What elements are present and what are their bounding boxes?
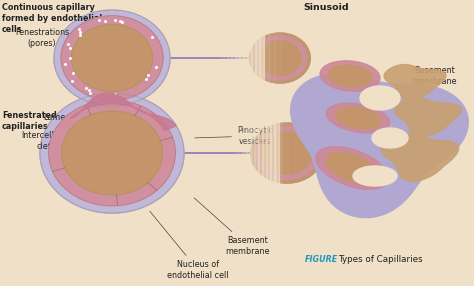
Polygon shape xyxy=(353,166,397,186)
Text: Sinusoid: Sinusoid xyxy=(303,3,348,12)
Bar xyxy=(274,32,281,84)
Polygon shape xyxy=(382,133,459,182)
Polygon shape xyxy=(40,153,323,213)
Bar xyxy=(219,13,224,103)
Bar xyxy=(254,98,259,208)
Polygon shape xyxy=(316,147,388,189)
Bar xyxy=(250,98,255,208)
Bar xyxy=(231,13,236,103)
Bar xyxy=(268,32,275,84)
Text: Basement
membrane: Basement membrane xyxy=(407,66,457,102)
Bar xyxy=(274,98,279,208)
Bar xyxy=(263,122,270,184)
Bar xyxy=(238,32,245,84)
Polygon shape xyxy=(291,74,468,218)
Bar xyxy=(280,32,287,84)
Bar xyxy=(251,13,256,103)
Polygon shape xyxy=(40,93,184,213)
Bar xyxy=(269,122,276,184)
Text: Fenestrated
capillaries: Fenestrated capillaries xyxy=(2,111,57,131)
Bar xyxy=(262,32,269,84)
Polygon shape xyxy=(61,16,163,100)
Polygon shape xyxy=(54,10,170,106)
Polygon shape xyxy=(395,98,461,137)
Text: Nucleus of
endothelial cell: Nucleus of endothelial cell xyxy=(150,211,229,280)
Polygon shape xyxy=(54,10,310,58)
Bar xyxy=(251,122,258,184)
Bar xyxy=(244,32,251,84)
Bar xyxy=(270,98,275,208)
Text: Intercellular
cleft: Intercellular cleft xyxy=(21,131,105,155)
Bar xyxy=(223,13,228,103)
Bar xyxy=(250,32,257,84)
Bar xyxy=(239,13,244,103)
Text: Basement
membrane: Basement membrane xyxy=(194,198,270,256)
Bar xyxy=(230,98,235,208)
Bar xyxy=(247,13,252,103)
Polygon shape xyxy=(49,100,175,206)
Text: Lumen: Lumen xyxy=(44,114,128,147)
Polygon shape xyxy=(372,128,408,148)
Bar xyxy=(227,13,232,103)
Bar xyxy=(215,13,220,103)
Text: Pinocytic
vesicles: Pinocytic vesicles xyxy=(195,126,273,146)
Polygon shape xyxy=(328,65,372,87)
Bar xyxy=(258,98,263,208)
Polygon shape xyxy=(251,123,323,183)
Polygon shape xyxy=(72,24,153,92)
Polygon shape xyxy=(250,33,310,83)
Text: Types of Capillaries: Types of Capillaries xyxy=(338,255,423,264)
Polygon shape xyxy=(62,111,163,195)
Bar xyxy=(245,122,252,184)
Bar xyxy=(246,98,251,208)
Polygon shape xyxy=(327,103,390,133)
Polygon shape xyxy=(40,93,323,153)
Bar xyxy=(242,98,247,208)
Polygon shape xyxy=(262,132,312,174)
Polygon shape xyxy=(320,61,380,91)
Polygon shape xyxy=(259,41,301,76)
Polygon shape xyxy=(54,58,310,106)
Text: Continuous capillary
formed by endothelial
cells: Continuous capillary formed by endotheli… xyxy=(2,3,102,34)
Bar xyxy=(238,98,243,208)
Polygon shape xyxy=(254,36,307,80)
Bar xyxy=(234,98,239,208)
Polygon shape xyxy=(255,127,319,179)
Bar xyxy=(235,13,240,103)
Bar xyxy=(275,122,282,184)
Text: FIGURE: FIGURE xyxy=(305,255,338,264)
Bar xyxy=(262,98,267,208)
Polygon shape xyxy=(326,153,378,183)
Bar xyxy=(243,13,248,103)
Polygon shape xyxy=(384,65,446,100)
Bar xyxy=(256,32,263,84)
Polygon shape xyxy=(360,86,400,110)
Bar xyxy=(281,122,288,184)
Bar xyxy=(259,13,264,103)
Bar xyxy=(266,98,271,208)
Polygon shape xyxy=(335,107,381,129)
Bar xyxy=(255,13,260,103)
Text: Fenestrations
(pores): Fenestrations (pores) xyxy=(15,28,115,60)
Bar xyxy=(257,122,264,184)
Bar xyxy=(287,122,294,184)
Polygon shape xyxy=(70,93,176,131)
